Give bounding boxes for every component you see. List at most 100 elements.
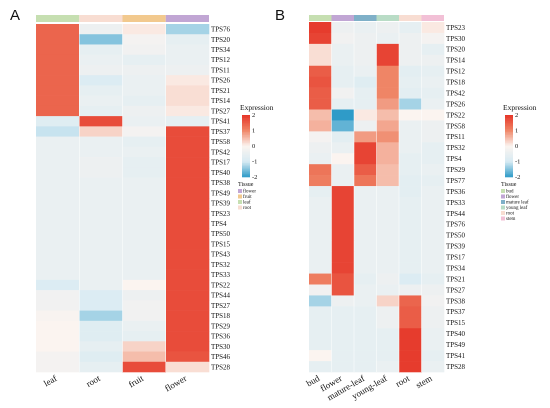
heatmap-cell — [309, 262, 332, 274]
heatmap-cell — [421, 142, 445, 154]
heatmap-a: TPS76 TPS20 TPS34 TPS12 TPS11 TPS26 TPS21 TPS14… — [36, 15, 231, 393]
legend-color-step — [505, 150, 513, 153]
heatmap-cell — [79, 157, 123, 168]
heatmap-cell — [122, 64, 167, 76]
row-label: TPS4 — [211, 220, 227, 228]
heatmap-cell — [79, 75, 123, 86]
heatmap-cell — [421, 153, 445, 165]
legend-tick: 0 — [515, 143, 518, 150]
tissue-bar-2 — [122, 15, 166, 22]
heatmap-cell — [309, 229, 332, 242]
heatmap-cell — [36, 136, 80, 148]
row-label: TPS12 — [211, 56, 231, 64]
heatmap-cell — [399, 153, 422, 165]
legend-color-step — [505, 139, 513, 142]
heatmap-cell — [122, 238, 167, 250]
heatmap-cell — [309, 164, 332, 176]
legend-color-step — [242, 116, 250, 119]
row-label: TPS39 — [446, 243, 466, 251]
tissue-label: fruit — [243, 195, 252, 200]
heatmap-cell — [421, 240, 445, 252]
row-label: TPS38 — [446, 297, 466, 305]
heatmap-cell — [399, 218, 422, 231]
heatmap-cell — [165, 126, 210, 137]
legend-color-step — [242, 128, 250, 131]
heatmap-cell — [399, 22, 422, 34]
heatmap-cell — [331, 262, 355, 274]
row-label: TPS32 — [446, 144, 466, 152]
heatmap-cell — [165, 187, 210, 199]
heatmap-cell — [309, 306, 332, 318]
heatmap-cell — [122, 177, 167, 189]
heatmap-cell — [79, 177, 123, 189]
legend-color-step — [242, 122, 250, 125]
heatmap-cell — [354, 328, 377, 340]
tissue-swatch — [501, 216, 505, 221]
heatmap-cell — [122, 116, 167, 127]
heatmap-cell — [376, 43, 400, 56]
heatmap-cell — [36, 167, 80, 178]
heatmap-cell — [165, 249, 210, 260]
heatmap-cell — [122, 320, 167, 332]
heatmap-cell — [122, 351, 167, 363]
heatmap-cell — [399, 98, 422, 110]
heatmap-cell — [354, 54, 377, 67]
heatmap-cell — [399, 284, 422, 296]
legend-color-step — [242, 144, 250, 147]
heatmap-cell — [122, 249, 167, 260]
heatmap-cell — [376, 328, 400, 340]
legend-tick: 1 — [515, 128, 518, 135]
heatmap-cell — [354, 131, 377, 143]
heatmap-cell — [309, 218, 332, 231]
tissue-swatch — [238, 194, 242, 199]
row-label: TPS40 — [446, 330, 466, 338]
heatmap-cell — [79, 228, 123, 240]
row-label: TPS30 — [446, 35, 466, 43]
heatmap-cell — [79, 54, 123, 66]
row-label: TPS23 — [211, 210, 231, 218]
column-label: fruit — [127, 373, 146, 390]
heatmap-cell — [354, 295, 377, 307]
tissue-bar-5 — [421, 15, 444, 21]
heatmap-cell — [309, 65, 332, 77]
legend-color-step — [242, 124, 250, 127]
heatmap-cell — [309, 295, 332, 307]
heatmap-cell — [421, 65, 445, 77]
heatmap-cell — [122, 331, 167, 342]
heatmap-cell — [354, 175, 377, 187]
heatmap-cell — [354, 22, 377, 34]
heatmap-cell — [331, 54, 355, 67]
heatmap-cell — [165, 218, 210, 230]
heatmap-cell — [399, 142, 422, 154]
legend-color-step — [505, 155, 513, 158]
heatmap-cell — [399, 197, 422, 209]
heatmap-cell — [399, 87, 422, 99]
heatmap-cell — [79, 136, 123, 148]
legend-color-step — [242, 172, 250, 175]
legend-color-step — [242, 159, 250, 162]
heatmap-cell — [421, 284, 445, 296]
tissue-label: leaf — [243, 201, 251, 206]
tissue-bar-2 — [354, 15, 377, 21]
heatmap-cell — [165, 341, 210, 352]
heatmap-cell — [79, 341, 123, 352]
heatmap-cell — [122, 146, 167, 158]
heatmap-cell — [122, 34, 167, 45]
heatmap-cell — [36, 105, 80, 117]
heatmap-cell — [36, 331, 80, 342]
heatmap-cell — [331, 251, 355, 263]
heatmap-cell — [421, 229, 445, 242]
heatmap-cell — [36, 126, 80, 137]
row-label: TPS50 — [211, 230, 231, 238]
legend-color-step — [505, 175, 513, 178]
heatmap-cell — [421, 76, 445, 88]
tissue-label: flower — [506, 195, 519, 200]
legend-color-step — [242, 158, 250, 161]
heatmap-cell — [309, 207, 332, 220]
heatmap-cell — [421, 273, 445, 285]
heatmap-cell — [331, 142, 355, 154]
heatmap-cell — [309, 273, 332, 285]
heatmap-cell — [79, 187, 123, 199]
heatmap-cell — [165, 228, 210, 240]
